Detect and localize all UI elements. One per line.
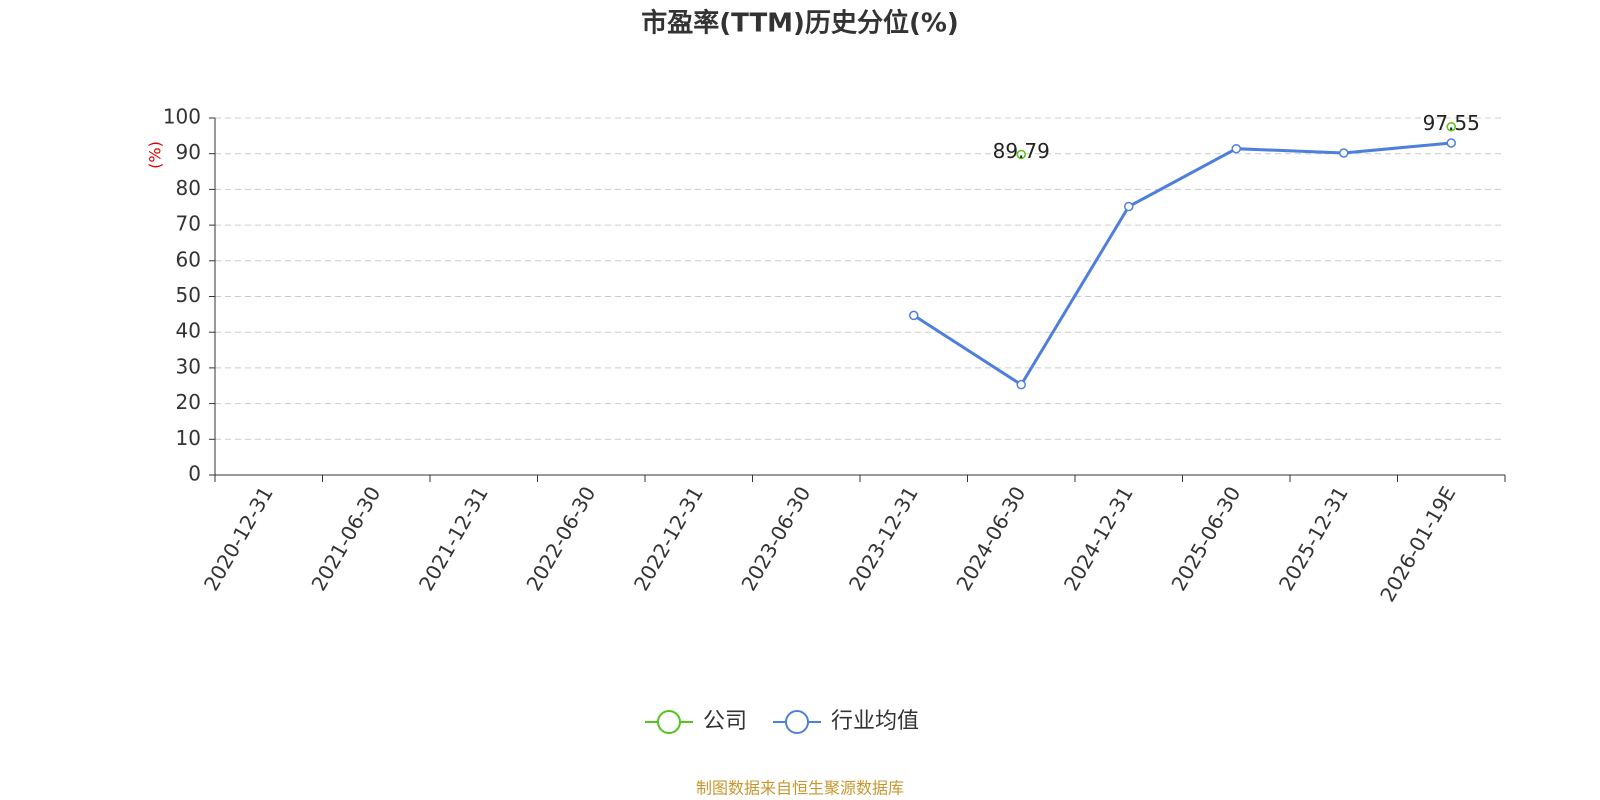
legend-marker xyxy=(657,710,681,734)
source-note: 制图数据来自恒生聚源数据库 xyxy=(696,779,904,798)
y-tick-label: 0 xyxy=(188,462,201,486)
legend-label: 公司 xyxy=(703,709,747,734)
x-tick-label: 2025-12-31 xyxy=(1274,482,1353,595)
data-label: 89.79 xyxy=(993,139,1050,163)
data-point xyxy=(1446,121,1456,132)
x-tick-label: 2020-12-31 xyxy=(199,482,278,595)
y-tick-label: 50 xyxy=(176,283,201,307)
data-point xyxy=(1446,138,1456,148)
data-label: 97.55 xyxy=(1423,111,1480,135)
x-tick-label: 2026-01-19E xyxy=(1375,482,1460,606)
data-point xyxy=(909,310,919,321)
x-tick-label: 2022-12-31 xyxy=(629,482,708,595)
data-point xyxy=(1339,148,1349,158)
x-tick-label: 2024-12-31 xyxy=(1059,482,1138,595)
y-tick-label: 20 xyxy=(176,390,201,414)
x-tick-label: 2021-06-30 xyxy=(306,482,385,595)
data-point xyxy=(1124,201,1134,212)
y-tick-label: 30 xyxy=(176,354,201,378)
chart-title: 市盈率(TTM)历史分位(%) xyxy=(641,8,959,39)
y-tick-label: 10 xyxy=(176,426,201,450)
x-tick-label: 2023-06-30 xyxy=(736,482,815,595)
legend-marker xyxy=(785,710,810,734)
data-point xyxy=(1231,143,1241,154)
y-tick-label: 80 xyxy=(176,176,201,200)
legend-label: 行业均值 xyxy=(831,709,919,734)
data-point xyxy=(1016,379,1026,390)
x-tick-label: 2022-06-30 xyxy=(521,482,600,595)
y-tick-label: 70 xyxy=(176,212,201,236)
data-point xyxy=(1016,149,1026,160)
y-tick-label: 60 xyxy=(176,247,201,271)
y-tick-label: 40 xyxy=(176,319,201,343)
x-tick-label: 2024-06-30 xyxy=(951,482,1030,595)
series-line xyxy=(912,141,1452,387)
x-tick-label: 2021-12-31 xyxy=(414,482,493,595)
y-tick-label: 90 xyxy=(176,140,201,164)
x-tick-label: 2025-06-30 xyxy=(1166,482,1245,595)
y-axis-label: (%) xyxy=(146,141,165,169)
y-tick-label: 100 xyxy=(163,105,201,129)
x-tick-label: 2023-12-31 xyxy=(844,482,923,595)
